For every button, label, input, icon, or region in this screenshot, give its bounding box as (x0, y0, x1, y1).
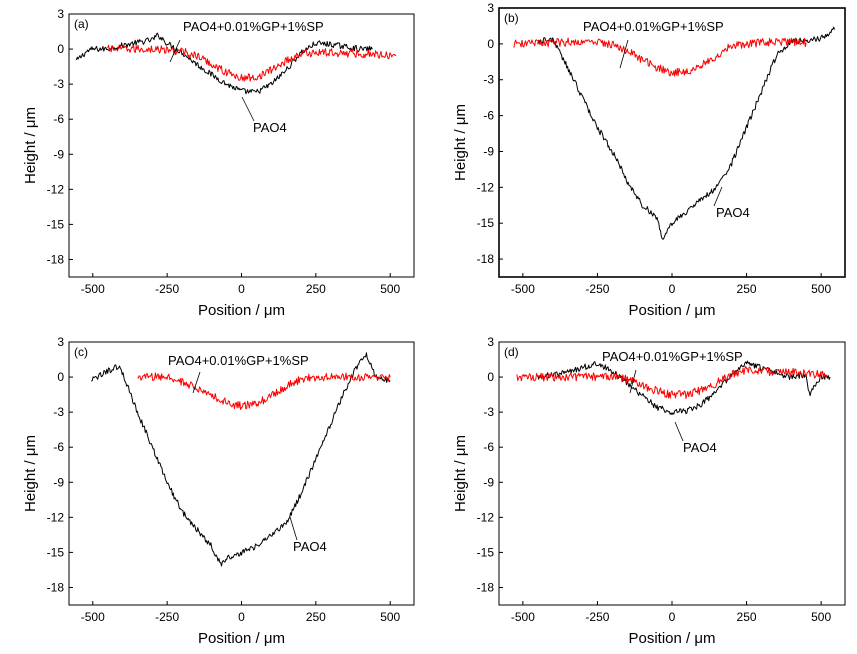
y-tick-label: -6 (483, 109, 494, 123)
y-tick-label: -6 (483, 440, 494, 454)
annotation-leader (629, 369, 637, 394)
x-tick-label: -250 (155, 610, 179, 624)
y-tick-label: 0 (487, 370, 494, 384)
annotation-pao4: PAO4 (253, 120, 287, 135)
chart-panel-3: 3 0 -3 -6 -9 -12 -15 -18 -500 -250 0 250 500 Position… (22, 335, 415, 647)
x-tick-label: -500 (511, 282, 535, 296)
y-tick-label: -3 (483, 405, 494, 419)
y-tick-label: 0 (57, 42, 64, 56)
y-tick-label: -15 (477, 216, 495, 230)
y-tick-label: -15 (47, 217, 65, 231)
x-tick-label: -500 (81, 282, 105, 296)
annotation-pao4: PAO4 (683, 440, 717, 455)
y-tick-label: 0 (57, 370, 64, 384)
x-tick-label: 500 (380, 282, 400, 296)
x-tick-label: -250 (585, 610, 609, 624)
x-tick-label: -250 (585, 282, 609, 296)
x-axis-label: Position / μm (628, 302, 715, 319)
plot-frame (498, 341, 846, 606)
x-tick-label: 0 (238, 610, 245, 624)
chart-panel-1: 3 0 -3 -6 -9 -12 -15 -18 -500 -250 0 250 500 Position… (22, 7, 415, 319)
series-line-pao4-gp-sp (137, 372, 391, 410)
annotation-leader (169, 39, 181, 63)
y-axis-label: Height / μm (22, 107, 39, 184)
y-tick-label: -15 (47, 545, 65, 559)
y-tick-label: -6 (53, 440, 64, 454)
x-tick-label: 500 (380, 610, 400, 624)
annotation-leader (674, 421, 684, 442)
plot-frame (498, 7, 846, 278)
series-line-pao4-gp-sp (516, 365, 828, 399)
annotation-gp-sp: PAO4+0.01%GP+1%SP (183, 19, 324, 34)
panel-label: (b) (504, 11, 519, 25)
series-line-pao4 (91, 352, 391, 567)
y-axis-label: Height / μm (452, 435, 469, 512)
x-tick-label: 250 (737, 282, 757, 296)
annotation-leader (289, 516, 298, 541)
y-tick-label: -9 (53, 147, 64, 161)
y-tick-label: 0 (487, 37, 494, 51)
series-line-pao4 (537, 360, 831, 416)
panel-label: (d) (504, 345, 519, 359)
plot-frame (68, 13, 415, 278)
y-tick-label: -9 (483, 144, 494, 158)
annotation-gp-sp: PAO4+0.01%GP+1%SP (583, 19, 724, 34)
y-tick-label: -18 (47, 580, 65, 594)
y-tick-label: 3 (487, 1, 494, 15)
x-tick-label: 0 (238, 282, 245, 296)
annotation-leader (713, 186, 723, 207)
annotation-pao4: PAO4 (716, 205, 750, 220)
x-axis-label: Position / μm (198, 630, 285, 647)
annotation-gp-sp: PAO4+0.01%GP+1%SP (168, 353, 309, 368)
panel-label: (c) (74, 345, 88, 359)
annotation-leader (192, 371, 201, 394)
y-axis-label: Height / μm (452, 104, 469, 181)
y-tick-label: -18 (477, 580, 495, 594)
x-tick-label: 0 (669, 610, 676, 624)
y-tick-label: -18 (477, 252, 495, 266)
y-tick-label: -6 (53, 112, 64, 126)
x-axis-label: Position / μm (198, 302, 285, 319)
x-tick-label: -500 (511, 610, 535, 624)
x-axis-label: Position / μm (628, 630, 715, 647)
series-line-pao4 (537, 26, 836, 240)
y-tick-label: -3 (483, 73, 494, 87)
x-tick-label: -250 (155, 282, 179, 296)
y-tick-label: -9 (53, 475, 64, 489)
series-line-pao4 (75, 32, 373, 95)
y-tick-label: 3 (57, 335, 64, 349)
y-tick-label: -15 (477, 545, 495, 559)
x-tick-label: 500 (811, 610, 831, 624)
x-tick-label: -500 (81, 610, 105, 624)
y-tick-label: -12 (477, 510, 495, 524)
y-tick-label: -12 (477, 180, 495, 194)
annotation-gp-sp: PAO4+0.01%GP+1%SP (602, 349, 743, 364)
y-tick-label: -9 (483, 475, 494, 489)
x-tick-label: 250 (306, 282, 326, 296)
series-line-pao4-gp-sp (513, 37, 807, 77)
y-tick-label: -12 (47, 182, 65, 196)
x-tick-label: 500 (811, 282, 831, 296)
x-tick-label: 250 (306, 610, 326, 624)
x-tick-label: 0 (669, 282, 676, 296)
y-tick-label: 3 (487, 335, 494, 349)
annotation-leader (241, 96, 255, 122)
y-tick-label: -3 (53, 405, 64, 419)
y-tick-label: -12 (47, 510, 65, 524)
x-tick-label: 250 (737, 610, 757, 624)
series-line-pao4-gp-sp (107, 44, 397, 82)
panel-label: (a) (74, 17, 89, 31)
chart-panel-4: 3 0 -3 -6 -9 -12 -15 -18 -500 -250 0 250 500 Position… (452, 335, 846, 647)
chart-panel-2: 3 0 -3 -6 -9 -12 -15 -18 -500 -250 0 250 500 Position… (452, 1, 846, 319)
plot-frame (68, 341, 415, 606)
y-axis-label: Height / μm (22, 435, 39, 512)
annotation-pao4: PAO4 (293, 539, 327, 554)
y-tick-label: 3 (57, 7, 64, 21)
y-tick-label: -18 (47, 252, 65, 266)
annotation-leader (619, 39, 629, 69)
y-tick-label: -3 (53, 77, 64, 91)
